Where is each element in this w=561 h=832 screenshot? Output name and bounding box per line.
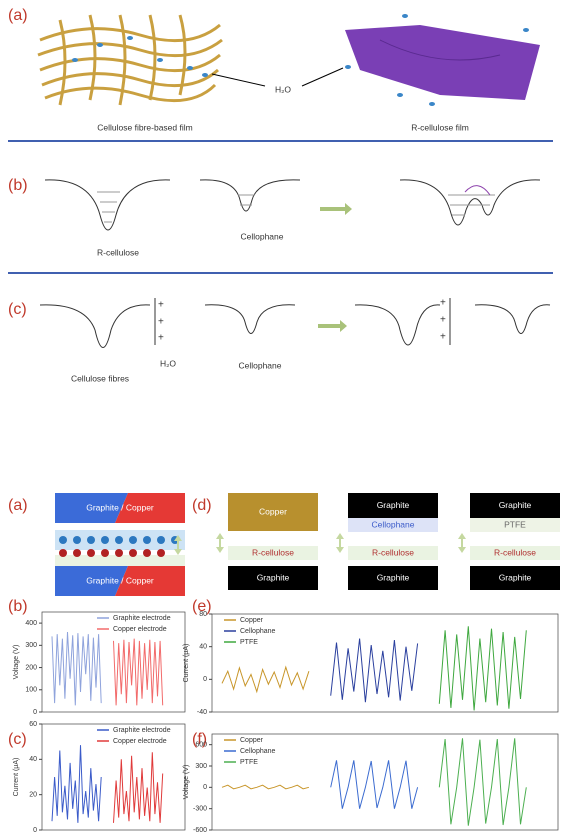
series-line xyxy=(439,738,526,825)
y-tick-label: 40 xyxy=(199,644,207,651)
legend-label: Cellophane xyxy=(240,748,276,755)
panel-label: (d) xyxy=(192,497,212,514)
well-label: Cellophane xyxy=(240,231,283,241)
panel-label: (b) xyxy=(8,598,28,615)
electrode-label: Graphite / Copper xyxy=(86,575,154,585)
legend-label: PTFE xyxy=(240,759,258,766)
svg-text:+: + xyxy=(158,300,164,311)
y-tick-label: 0 xyxy=(203,676,207,683)
process-arrow xyxy=(318,320,347,332)
film-label: R-cellulose xyxy=(252,547,294,557)
panel-label: (a) xyxy=(8,7,28,24)
svg-text:+: + xyxy=(440,332,446,343)
series-line xyxy=(52,632,101,705)
y-tick-label: 300 xyxy=(195,763,207,770)
motion-arrow xyxy=(336,533,344,553)
electrode-label: Graphite xyxy=(499,500,532,510)
negative-charges xyxy=(59,536,179,544)
series-line xyxy=(114,639,163,706)
y-tick-label: -600 xyxy=(193,827,207,832)
svg-text:+: + xyxy=(440,298,446,309)
y-tick-label: 80 xyxy=(199,611,207,618)
charges: + + + + + + xyxy=(158,298,446,344)
well-label: R-cellulose xyxy=(97,247,139,257)
motion-arrow xyxy=(458,533,466,553)
water-label: H₂O xyxy=(275,84,291,94)
transfer-arrow xyxy=(465,186,490,195)
y-tick-label: 600 xyxy=(195,742,207,749)
svg-text:+: + xyxy=(440,315,446,326)
motion-arrow xyxy=(216,533,224,553)
electrode-label: Graphite xyxy=(257,572,290,582)
legend-label: Cellophane xyxy=(240,628,276,635)
r-cellulose-sheet xyxy=(345,25,540,100)
figure: (a) H₂O Cellulose fibre-based film R-cel… xyxy=(0,0,561,832)
y-tick-label: 40 xyxy=(29,756,37,763)
y-axis-label: Current (μA) xyxy=(13,758,20,797)
y-tick-label: -300 xyxy=(193,806,207,813)
dielectric-label: Cellophane xyxy=(371,519,414,529)
y-tick-label: 0 xyxy=(203,784,207,791)
panel-label: (b) xyxy=(8,177,28,194)
electrode-label: Copper xyxy=(259,506,287,516)
y-tick-label: 20 xyxy=(29,792,37,799)
panel-label: (c) xyxy=(8,731,27,748)
electrode-label: Graphite / Copper xyxy=(86,502,154,512)
electrode-label: Graphite xyxy=(377,500,410,510)
series-line xyxy=(439,626,526,710)
legend-label: Graphite electrode xyxy=(113,727,171,734)
caption: R-cellulose film xyxy=(411,122,469,132)
series-line xyxy=(222,667,309,692)
svg-text:+: + xyxy=(158,317,164,328)
fibre-mesh xyxy=(38,15,222,105)
legend-label: Graphite electrode xyxy=(113,615,171,622)
panel-label: (a) xyxy=(8,497,28,514)
y-tick-label: -40 xyxy=(197,709,207,716)
y-tick-label: 0 xyxy=(33,709,37,716)
y-axis-label: Voltage (V) xyxy=(13,645,20,680)
series-line xyxy=(52,745,101,823)
panel-label: (c) xyxy=(8,301,27,318)
energy-levels xyxy=(97,192,495,222)
y-tick-label: 0 xyxy=(33,827,37,832)
legend-label: Copper electrode xyxy=(113,738,167,745)
legend-label: Copper xyxy=(240,737,264,744)
svg-text:+: + xyxy=(158,333,164,344)
series-line xyxy=(114,752,163,823)
y-tick-label: 100 xyxy=(25,687,37,694)
well-label: Cellophane xyxy=(238,360,281,370)
water-label: H₂O xyxy=(160,358,176,368)
y-tick-label: 300 xyxy=(25,642,37,649)
electrode-label: Graphite xyxy=(499,572,532,582)
well-label: Cellulose fibres xyxy=(71,373,129,383)
legend-label: Copper electrode xyxy=(113,626,167,633)
y-tick-label: 200 xyxy=(25,664,37,671)
page: (a) H₂O Cellulose fibre-based film R-cel… xyxy=(0,0,561,832)
series-line xyxy=(331,760,418,808)
film-label: R-cellulose xyxy=(372,547,414,557)
film-label: R-cellulose xyxy=(494,547,536,557)
legend-label: PTFE xyxy=(240,639,258,646)
y-tick-label: 60 xyxy=(29,721,37,728)
electrode-label: Graphite xyxy=(377,572,410,582)
series-line xyxy=(222,785,309,789)
legend-label: Copper xyxy=(240,617,264,624)
dielectric-label: PTFE xyxy=(504,519,526,529)
process-arrow xyxy=(320,203,352,215)
series-line xyxy=(331,639,418,703)
y-tick-label: 400 xyxy=(25,620,37,627)
y-axis-label: Current (μA) xyxy=(183,644,190,683)
caption: Cellulose fibre-based film xyxy=(97,122,192,132)
potential-wells xyxy=(40,298,550,348)
y-axis-label: Voltage (V) xyxy=(183,765,190,800)
